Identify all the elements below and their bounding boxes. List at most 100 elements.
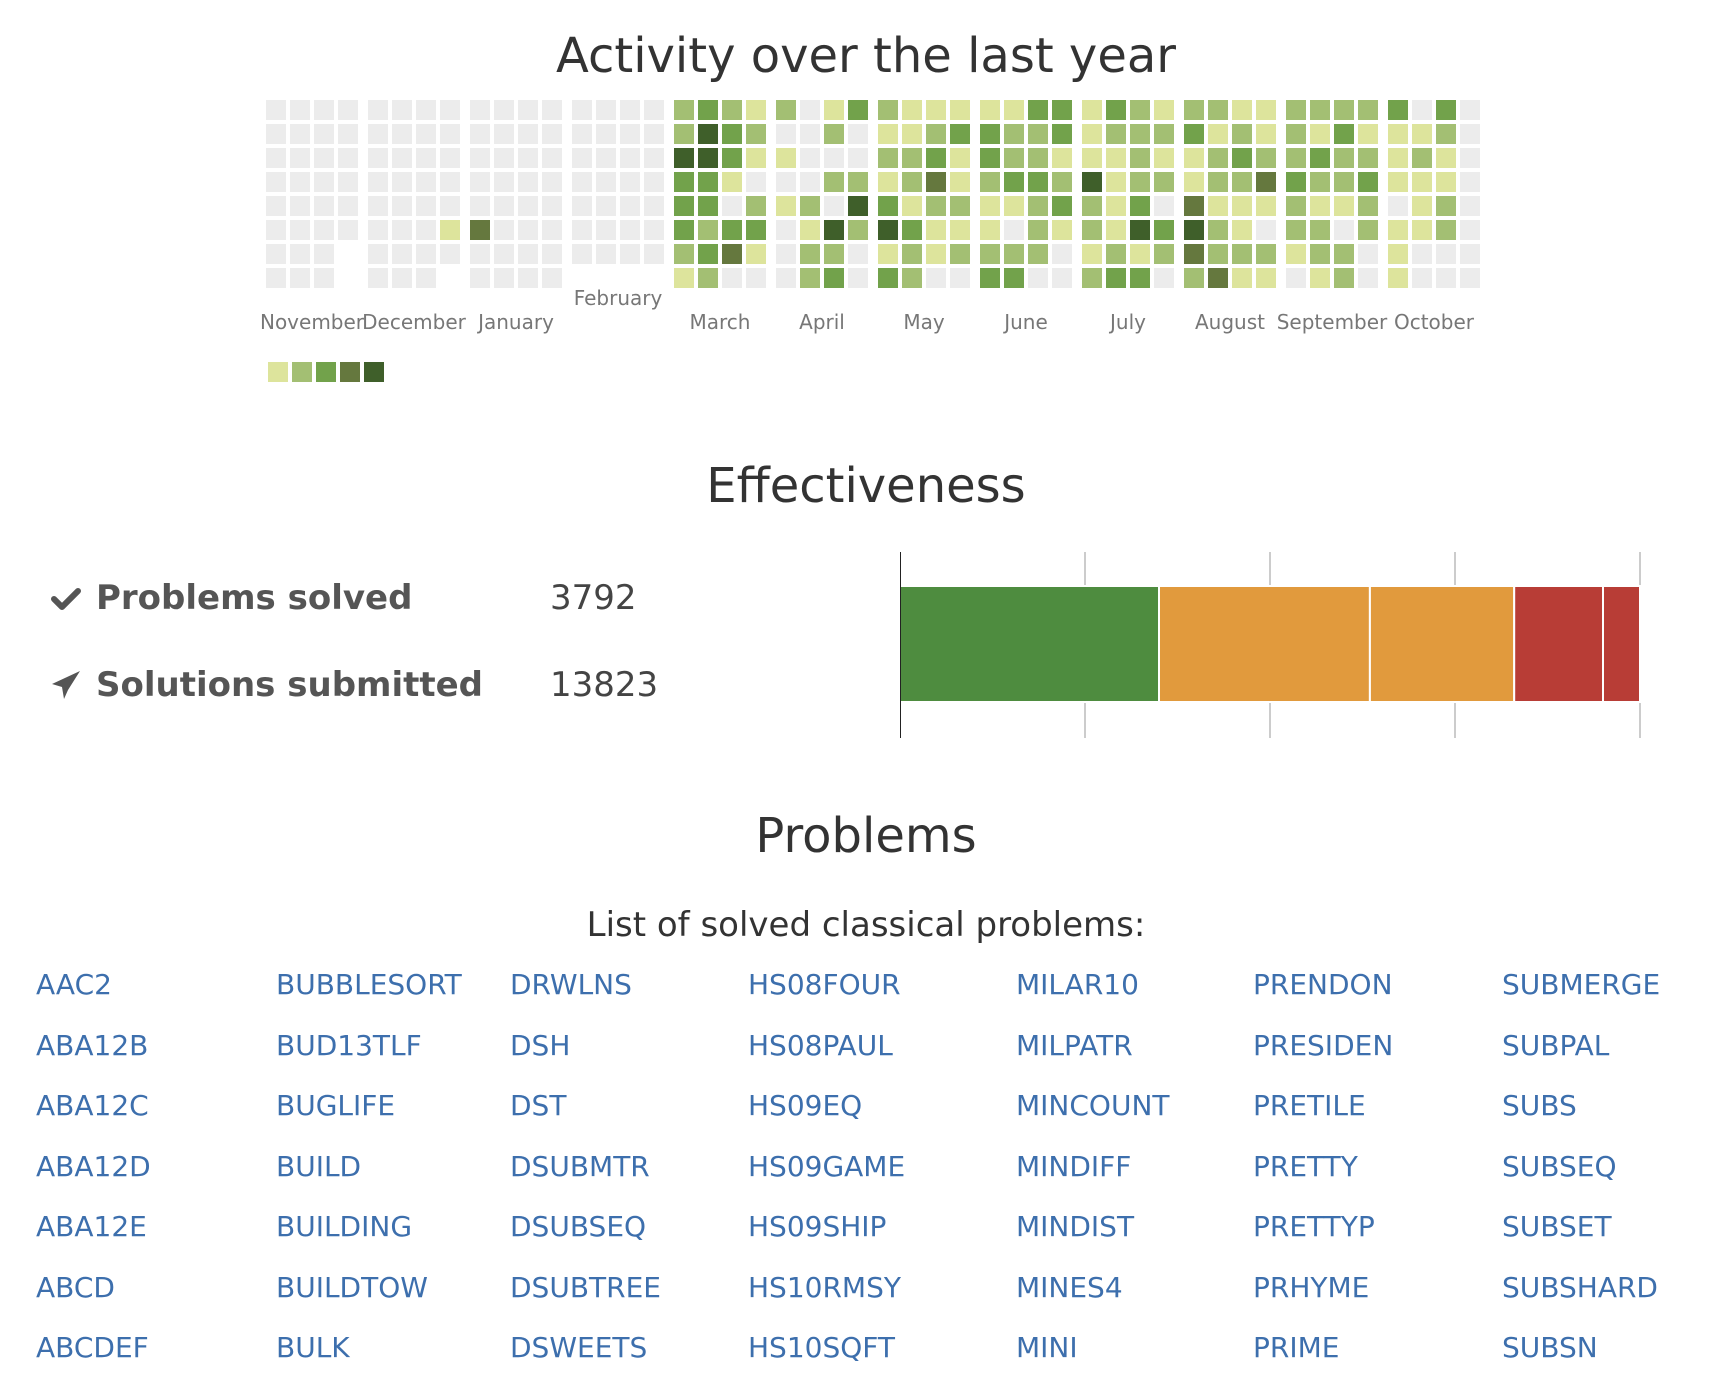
problem-link[interactable]: PRENDON <box>1253 968 1393 1001</box>
problem-link[interactable]: ABA12E <box>36 1210 147 1243</box>
problem-link[interactable]: SUBPAL <box>1502 1028 1610 1062</box>
problem-link[interactable]: MILPATR <box>1016 1028 1133 1062</box>
activity-day-cell <box>1208 196 1228 216</box>
activity-day-cell <box>518 148 538 168</box>
problem-link[interactable]: PRETTYP <box>1253 1210 1375 1243</box>
activity-day-cell <box>950 148 970 168</box>
effectiveness-bar-chart <box>900 552 1641 738</box>
activity-day-cell <box>1460 268 1480 288</box>
problem-link[interactable]: SUBMERGE <box>1502 968 1661 1001</box>
problem-link[interactable]: PRHYME <box>1253 1270 1370 1304</box>
activity-day-cell <box>722 100 742 120</box>
problem-link[interactable]: BUBBLESORT <box>276 968 462 1001</box>
problem-link[interactable]: ABCD <box>36 1270 115 1304</box>
problem-link[interactable]: ABA12B <box>36 1028 149 1062</box>
activity-day-cell <box>1334 244 1354 264</box>
activity-day-cell <box>950 124 970 144</box>
activity-day-cell <box>848 172 868 192</box>
problem-link[interactable]: DSUBSEQ <box>510 1210 647 1243</box>
problem-link[interactable]: MILAR10 <box>1016 968 1139 1001</box>
activity-day-cell <box>950 244 970 264</box>
activity-day-cell <box>494 124 514 144</box>
activity-day-cell <box>674 268 694 288</box>
activity-day-cell <box>1106 244 1126 264</box>
activity-day-cell <box>1436 124 1456 144</box>
activity-day-cell <box>1004 148 1024 168</box>
activity-day-cell <box>1334 172 1354 192</box>
problem-link[interactable]: HS09SHIP <box>748 1210 887 1243</box>
activity-day-cell <box>800 148 820 168</box>
activity-day-cell <box>1460 196 1480 216</box>
problem-link[interactable]: ABCDEF <box>36 1331 149 1364</box>
activity-day-cell <box>1412 148 1432 168</box>
activity-day-cell <box>572 124 592 144</box>
problem-link[interactable]: PRESIDEN <box>1253 1028 1394 1062</box>
activity-day-cell <box>1208 124 1228 144</box>
solved-problems-list: AAC2 ABA12B ABA12C ABA12D ABA12E ABCD ABCDEF BU… <box>0 968 1732 1388</box>
activity-day-cell <box>1028 268 1048 288</box>
problem-link[interactable]: DRWLNS <box>510 968 632 1001</box>
activity-day-cell <box>596 220 616 240</box>
problems-solved-value: 3792 <box>550 578 637 618</box>
activity-day-cell <box>980 196 1000 216</box>
problems-solved-row: Problems solved 3792 <box>50 578 637 618</box>
problem-link[interactable]: BUGLIFE <box>276 1089 396 1122</box>
activity-day-cell <box>266 220 286 240</box>
activity-day-cell <box>416 100 436 120</box>
activity-day-cell <box>368 172 388 192</box>
problem-link[interactable]: MINCOUNT <box>1016 1089 1170 1122</box>
activity-day-cell <box>1232 172 1252 192</box>
activity-day-cell <box>800 220 820 240</box>
problem-link[interactable]: MINDIST <box>1016 1210 1135 1243</box>
problem-link[interactable]: HS08FOUR <box>748 968 901 1001</box>
problem-link[interactable]: MINES4 <box>1016 1270 1123 1304</box>
activity-day-cell <box>1460 100 1480 120</box>
problem-link[interactable]: SUBS <box>1502 1089 1577 1122</box>
problem-link[interactable]: DSH <box>510 1028 571 1062</box>
problem-link[interactable]: DSUBMTR <box>510 1149 650 1183</box>
problem-link[interactable]: MINDIFF <box>1016 1149 1132 1183</box>
activity-day-cell <box>494 196 514 216</box>
activity-day-cell <box>440 220 460 240</box>
activity-day-cell <box>338 148 358 168</box>
problem-link[interactable]: DST <box>510 1089 567 1122</box>
problem-link[interactable]: SUBSN <box>1502 1331 1598 1364</box>
problem-link[interactable]: DSUBTREE <box>510 1270 661 1304</box>
problem-link[interactable]: MINI <box>1016 1331 1078 1364</box>
problem-link[interactable]: ABA12C <box>36 1089 149 1122</box>
problem-link[interactable]: BUILD <box>276 1149 362 1183</box>
problem-link[interactable]: HS10SQFT <box>748 1331 895 1364</box>
activity-day-cell <box>1004 172 1024 192</box>
problems-solved-label: Problems solved <box>96 578 413 618</box>
problem-link[interactable]: ABA12D <box>36 1149 151 1183</box>
problem-link[interactable]: HS09GAME <box>748 1149 906 1183</box>
activity-day-cell <box>980 148 1000 168</box>
problem-link[interactable]: HS09EQ <box>748 1089 863 1122</box>
problem-link[interactable]: BUD13TLF <box>276 1028 422 1062</box>
activity-day-cell <box>1082 268 1102 288</box>
problem-link[interactable]: SUBSEQ <box>1502 1149 1617 1183</box>
problem-link[interactable]: PRETTY <box>1253 1149 1358 1183</box>
problem-link[interactable]: HS08PAUL <box>748 1028 893 1062</box>
activity-day-cell <box>1154 172 1174 192</box>
activity-day-cell <box>722 268 742 288</box>
activity-day-cell <box>926 100 946 120</box>
activity-day-cell <box>776 220 796 240</box>
problem-link[interactable]: BUILDING <box>276 1210 413 1243</box>
problem-link[interactable]: HS10RMSY <box>748 1270 901 1304</box>
problem-link[interactable]: BULK <box>276 1331 350 1364</box>
activity-day-cell <box>800 100 820 120</box>
problem-link[interactable]: PRETILE <box>1253 1089 1366 1122</box>
problem-link[interactable]: PRIME <box>1253 1331 1340 1364</box>
problem-link[interactable]: SUBSHARD <box>1502 1270 1658 1304</box>
problem-link[interactable]: AAC2 <box>36 968 112 1001</box>
activity-day-cell <box>1310 268 1330 288</box>
effectiveness-title: Effectiveness <box>706 458 1026 514</box>
activity-day-cell <box>1412 268 1432 288</box>
problem-link[interactable]: BUILDTOW <box>276 1270 428 1304</box>
activity-day-cell <box>596 148 616 168</box>
activity-day-cell <box>1388 148 1408 168</box>
problem-link[interactable]: DSWEETS <box>510 1331 648 1364</box>
problem-link[interactable]: SUBSET <box>1502 1210 1612 1243</box>
activity-day-cell <box>1208 244 1228 264</box>
